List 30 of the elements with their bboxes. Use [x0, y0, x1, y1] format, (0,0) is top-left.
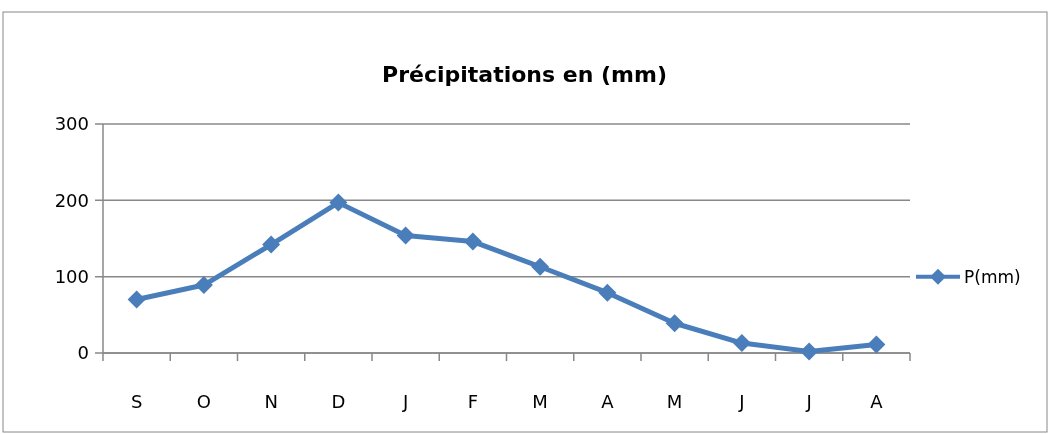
x-tick-label: N — [264, 391, 278, 412]
point — [262, 235, 281, 254]
point — [194, 276, 213, 295]
point — [127, 290, 146, 309]
point — [598, 283, 617, 302]
point — [732, 334, 751, 353]
y-tick-label: 0 — [77, 342, 89, 364]
point — [531, 257, 550, 276]
point — [800, 342, 819, 361]
x-tick-label: M — [666, 391, 683, 412]
point — [396, 226, 415, 245]
y-tick-label: 100 — [54, 265, 89, 287]
x-tick-label: J — [738, 391, 745, 412]
x-tick-label: S — [130, 391, 143, 412]
y-tick-label: 300 — [54, 113, 89, 135]
x-tick-label: J — [401, 391, 409, 412]
x-tick-label: J — [805, 391, 812, 412]
point — [867, 335, 886, 354]
x-tick-label: D — [331, 391, 346, 412]
y-tick-label: 200 — [54, 189, 89, 211]
point — [463, 232, 482, 251]
x-tick-label: M — [532, 391, 548, 412]
x-tick-label: F — [467, 391, 479, 412]
x-tick-label: O — [196, 391, 211, 412]
point — [665, 314, 684, 333]
legend-label: P(mm) — [964, 266, 1021, 287]
x-tick-label: A — [601, 391, 615, 412]
point — [329, 193, 348, 212]
chart-title: Précipitations en (mm) — [382, 62, 667, 87]
x-tick-label: A — [870, 391, 884, 412]
